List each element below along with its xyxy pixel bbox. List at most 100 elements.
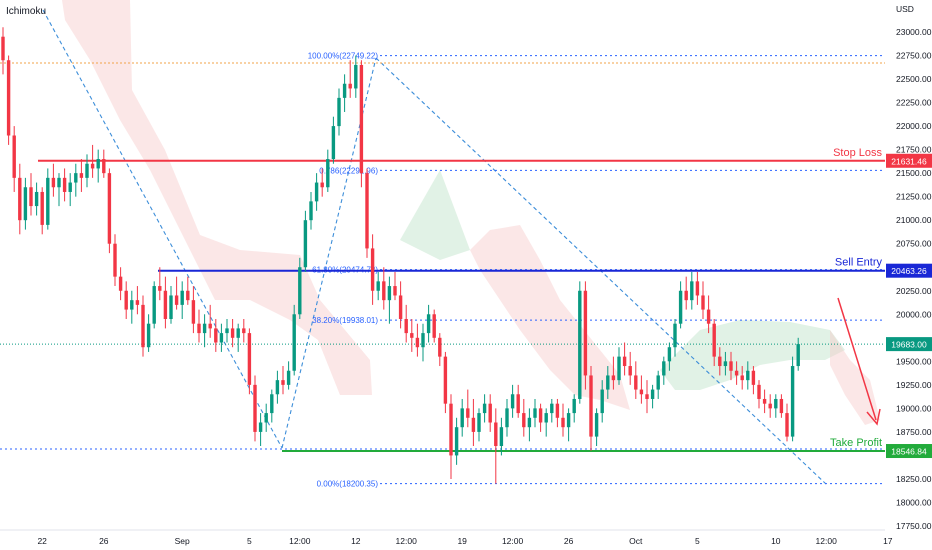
price-axis[interactable]: 21631.46 20463.26 18546.84 19683.00 USD 23000… <box>885 0 932 550</box>
candle-body-88 <box>494 422 498 447</box>
candle-body-107 <box>600 389 604 414</box>
fib-label-1: 0.786(22291.96) <box>319 166 378 175</box>
time-tick-1: 26 <box>99 536 109 546</box>
candle-body-3 <box>18 177 22 221</box>
candle-body-118 <box>662 361 666 376</box>
candle-body-64 <box>359 64 364 174</box>
candle-body-91 <box>510 394 515 409</box>
axis-current-value: 19683.00 <box>891 340 927 350</box>
candle-body-21 <box>118 276 123 291</box>
level-name-1: Sell Entry <box>835 257 883 269</box>
axis-level-tag-2 <box>886 444 932 459</box>
time-tick-3: 5 <box>247 536 252 546</box>
candle-body-72 <box>404 318 408 334</box>
candle-body-20 <box>113 243 117 277</box>
candle-body-117 <box>656 375 660 390</box>
candle-body-122 <box>684 290 688 301</box>
cloud-bearish-1 <box>62 0 372 395</box>
candle-body-121 <box>678 290 683 324</box>
cloud-bearish-3 <box>830 330 880 425</box>
candles <box>1 27 800 484</box>
candle-body-80 <box>449 403 453 456</box>
axis-current-tag <box>886 337 932 352</box>
candle-body-67 <box>376 281 380 291</box>
candle-body-78 <box>438 337 442 357</box>
candle-body-39 <box>219 333 224 343</box>
price-tick-7: 21250.00 <box>896 192 932 202</box>
level-name-0: Stop Loss <box>833 147 882 159</box>
candle-body-85 <box>477 413 481 432</box>
candle-body-116 <box>650 389 655 399</box>
time-tick-7: 19 <box>457 536 467 546</box>
candle-body-111 <box>622 356 627 367</box>
candle-body-36 <box>202 323 207 334</box>
candle-body-133 <box>746 370 750 381</box>
axis-level-tag-1 <box>886 263 932 278</box>
candle-body-93 <box>522 413 526 428</box>
candle-body-136 <box>762 398 767 404</box>
candle-body-54 <box>303 220 308 268</box>
candle-body-14 <box>79 173 84 178</box>
candle-body-63 <box>354 64 358 89</box>
price-tick-19: 18250.00 <box>896 474 932 484</box>
candle-body-131 <box>734 370 739 376</box>
candle-body-97 <box>544 413 548 423</box>
time-tick-13: 12:00 <box>816 536 838 546</box>
candle-body-50 <box>281 380 285 385</box>
candle-body-119 <box>667 347 672 362</box>
candle-body-90 <box>505 408 509 428</box>
time-tick-9: 26 <box>564 536 574 546</box>
cloud-bearish-2 <box>470 225 630 410</box>
level-name-2: Take Profit <box>830 437 882 449</box>
price-tick-1: 22750.00 <box>896 51 932 61</box>
candle-body-38 <box>214 328 218 343</box>
candle-body-5 <box>29 187 33 207</box>
candle-body-102 <box>572 398 576 414</box>
candle-body-87 <box>488 403 492 423</box>
price-tick-14: 19500.00 <box>896 356 932 366</box>
price-tick-2: 22500.00 <box>896 74 932 84</box>
indicator-label[interactable]: Ichimoku <box>6 6 47 17</box>
candle-body-62 <box>348 83 352 89</box>
candle-body-29 <box>163 290 168 319</box>
time-tick-5: 12 <box>351 536 361 546</box>
candle-body-44 <box>247 333 252 385</box>
candle-body-37 <box>208 323 212 329</box>
candle-body-12 <box>68 182 72 192</box>
price-tick-4: 22000.00 <box>896 121 932 131</box>
candle-body-113 <box>634 375 638 390</box>
price-tick-3: 22250.00 <box>896 98 932 108</box>
candle-body-110 <box>617 356 621 381</box>
fib-label-3: 38.20%(19938.01) <box>312 316 378 325</box>
candle-body-106 <box>594 413 599 437</box>
time-axis[interactable]: 22 26 Sep 5 12:00 12 12:00 19 12:00 26 Oct 5 10 12:00… <box>0 529 893 546</box>
price-tick-15: 19250.00 <box>896 380 932 390</box>
forecast-arrow-line <box>837 297 877 421</box>
candle-body-135 <box>757 384 761 399</box>
candle-body-99 <box>555 403 560 418</box>
price-tick-12: 20000.00 <box>896 309 932 319</box>
candle-body-28 <box>158 286 162 291</box>
candle-body-40 <box>225 328 229 334</box>
candle-body-141 <box>790 366 795 437</box>
candle-body-69 <box>387 286 392 301</box>
candle-body-6 <box>34 191 39 207</box>
candle-body-79 <box>443 356 448 404</box>
candle-body-74 <box>415 337 420 348</box>
candle-body-27 <box>152 286 156 324</box>
candle-body-92 <box>516 394 520 414</box>
candle-body-95 <box>533 408 537 418</box>
price-tick-0: 23000.00 <box>896 27 932 37</box>
fib-base-line <box>281 57 377 449</box>
candle-body-33 <box>186 290 190 301</box>
candle-body-84 <box>471 417 476 432</box>
candle-body-76 <box>426 314 431 334</box>
candle-body-55 <box>309 201 313 221</box>
candle-body-53 <box>298 267 302 315</box>
candle-body-81 <box>454 427 459 456</box>
candle-body-96 <box>538 408 543 423</box>
candle-body-123 <box>690 281 694 301</box>
axis-level-value-2: 18546.84 <box>891 447 927 457</box>
candle-body-86 <box>482 403 487 414</box>
